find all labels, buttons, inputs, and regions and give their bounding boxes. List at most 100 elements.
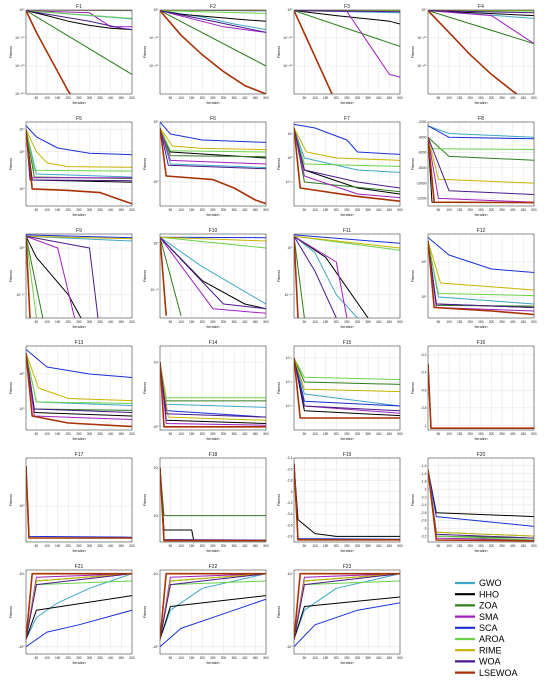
chart-f22: F22 50 100 150 200 250 300 350 400 450 500 Iteratio… xyxy=(143,564,269,665)
x-tick-label: 50 xyxy=(169,544,173,548)
x-tick-label: 250 xyxy=(344,320,350,324)
x-tick-label: 400 xyxy=(376,656,382,660)
x-tick-label: 500 xyxy=(263,432,269,436)
y-tick-label: 10¹ xyxy=(154,514,160,518)
series-sca xyxy=(294,234,400,244)
y-tick-label: 10² xyxy=(154,360,160,364)
series-aroa xyxy=(428,148,534,150)
axes-box xyxy=(293,9,401,95)
y-tick-label: -2.8 xyxy=(421,519,427,523)
chart-title: F15 xyxy=(343,340,352,346)
y-tick-label: 10⁵ xyxy=(19,372,25,376)
x-tick-label: 450 xyxy=(521,544,527,548)
x-tick-label: 100 xyxy=(446,432,452,436)
x-tick-label: 500 xyxy=(531,544,537,548)
x-tick-label: 150 xyxy=(323,656,329,660)
x-tick-label: 250 xyxy=(344,656,350,660)
x-tick-label: 200 xyxy=(334,208,340,212)
x-tick-label: 450 xyxy=(253,320,259,324)
series-group xyxy=(160,236,266,316)
series-group xyxy=(294,123,400,202)
x-tick-label: 250 xyxy=(478,208,484,212)
y-tick-label: -1.6 xyxy=(421,472,427,476)
x-tick-label: 150 xyxy=(55,96,61,100)
x-tick-label: 400 xyxy=(108,432,114,436)
x-tick-label: 450 xyxy=(387,544,393,548)
x-tick-label: 450 xyxy=(119,96,125,100)
series-woa xyxy=(160,127,266,170)
x-tick-label: 300 xyxy=(489,320,495,324)
chart-f15: F15 50 100 150 200 250 300 350 400 450 500 Iteratio… xyxy=(277,340,403,441)
legend-label-sma: SMA xyxy=(479,612,499,622)
x-tick-label: 350 xyxy=(231,432,237,436)
y-tick-label: -3.6 xyxy=(287,523,293,527)
chart-f11: F11 50 100 150 200 250 300 350 400 450 500 Iteratio… xyxy=(277,228,403,329)
x-tick-label: 250 xyxy=(344,96,350,100)
x-tick-label: 300 xyxy=(489,544,495,548)
x-tick-label: 50 xyxy=(437,432,441,436)
x-axis-label: Iteration xyxy=(475,325,488,329)
series-gwo xyxy=(160,236,266,305)
x-tick-label: 100 xyxy=(44,432,50,436)
y-tick-label: 10⁰ xyxy=(19,246,25,250)
x-axis-label: Iteration xyxy=(207,325,220,329)
chart-title: F17 xyxy=(75,452,84,458)
y-tick-label: 10⁻²⁰⁰ xyxy=(149,64,159,68)
x-tick-label: 200 xyxy=(200,432,206,436)
y-tick-label: -3 xyxy=(423,527,426,531)
x-tick-label: 400 xyxy=(376,320,382,324)
x-tick-label: 350 xyxy=(231,320,237,324)
x-tick-label: 300 xyxy=(355,208,361,212)
x-axis-label: Iteration xyxy=(475,101,488,105)
x-tick-label: 500 xyxy=(129,208,135,212)
series-lsewoa xyxy=(26,572,132,640)
chart-f12: F12 50 100 150 200 250 300 350 400 450 500 Iteratio… xyxy=(411,228,537,329)
series-sma xyxy=(428,137,534,203)
x-tick-label: 350 xyxy=(365,432,371,436)
x-tick-label: 250 xyxy=(210,96,216,100)
x-axis-label: Iteration xyxy=(341,213,354,217)
chart-f18: F18 50 100 150 200 250 300 350 400 450 500 Iteratio… xyxy=(143,452,269,553)
y-tick-label: 10⁵ xyxy=(19,150,25,154)
series-aroa xyxy=(26,129,132,172)
x-tick-label: 150 xyxy=(55,656,61,660)
y-tick-label: 10⁻¹⁰⁰ xyxy=(283,36,293,40)
chart-f10: F10 50 100 150 200 250 300 350 400 450 500 Iteratio… xyxy=(143,228,269,329)
chart-f2: F2 50 100 150 200 250 300 350 400 450 500 Iteration… xyxy=(143,4,269,105)
y-tick-label: 10⁻¹⁰⁰ xyxy=(149,36,159,40)
x-tick-label: 100 xyxy=(44,208,50,212)
x-tick-label: 450 xyxy=(253,544,259,548)
x-tick-label: 50 xyxy=(437,96,441,100)
series-sma xyxy=(160,237,266,314)
x-tick-label: 350 xyxy=(97,656,103,660)
series-sca xyxy=(26,125,132,156)
x-tick-label: 400 xyxy=(108,320,114,324)
y-tick-label: 10⁻¹ xyxy=(286,356,294,360)
series-sca xyxy=(294,123,400,155)
x-tick-label: 400 xyxy=(108,544,114,548)
x-tick-label: 350 xyxy=(499,544,505,548)
x-tick-label: 450 xyxy=(119,208,125,212)
x-tick-label: 500 xyxy=(129,656,135,660)
x-tick-label: 200 xyxy=(468,208,474,212)
x-tick-label: 200 xyxy=(468,96,474,100)
x-tick-label: 450 xyxy=(521,208,527,212)
legend-label-sca: SCA xyxy=(479,623,498,633)
x-tick-label: 500 xyxy=(531,320,537,324)
x-tick-label: 250 xyxy=(478,320,484,324)
x-tick-label: 300 xyxy=(221,544,227,548)
x-tick-label: 350 xyxy=(365,656,371,660)
series-group xyxy=(26,349,132,428)
x-tick-label: 400 xyxy=(108,208,114,212)
x-tick-label: 500 xyxy=(397,432,403,436)
series-lsewoa xyxy=(160,10,266,94)
series-aroa xyxy=(294,357,400,381)
x-tick-label: 300 xyxy=(355,432,361,436)
series-hho xyxy=(26,10,132,31)
y-tick-label: -1 xyxy=(423,424,426,428)
x-tick-label: 150 xyxy=(457,544,463,548)
chart-title: F10 xyxy=(209,228,218,234)
y-tick-label: 10⁰ xyxy=(19,187,25,191)
legend-label-woa: WOA xyxy=(479,657,501,667)
